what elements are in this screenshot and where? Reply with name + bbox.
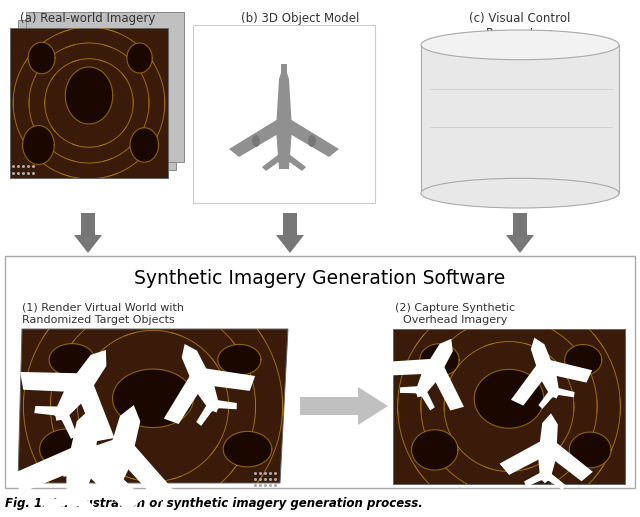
Polygon shape: [300, 397, 358, 415]
Polygon shape: [262, 154, 306, 171]
Text: (1) Render Virtual World with
Randomized Target Objects: (1) Render Virtual World with Randomized…: [22, 303, 184, 325]
Polygon shape: [83, 481, 136, 509]
Polygon shape: [164, 369, 255, 424]
Ellipse shape: [474, 369, 544, 428]
Ellipse shape: [22, 126, 54, 164]
Text: Target size
parameters: Target size parameters: [428, 98, 481, 118]
Polygon shape: [513, 213, 527, 235]
Polygon shape: [43, 493, 102, 517]
Ellipse shape: [127, 43, 152, 73]
Text: Environment
parameters: Environment parameters: [428, 139, 486, 158]
Text: Target color
parameters: Target color parameters: [428, 63, 481, 82]
Ellipse shape: [113, 369, 193, 428]
Polygon shape: [26, 12, 184, 162]
Polygon shape: [74, 235, 102, 253]
Polygon shape: [229, 119, 339, 157]
Polygon shape: [511, 360, 592, 405]
Ellipse shape: [49, 344, 95, 376]
Polygon shape: [10, 28, 168, 178]
Text: Synthetic Imagery Generation Software: Synthetic Imagery Generation Software: [134, 268, 506, 287]
Polygon shape: [20, 372, 115, 441]
Polygon shape: [276, 235, 304, 253]
Polygon shape: [67, 408, 99, 509]
Polygon shape: [81, 213, 95, 235]
Ellipse shape: [65, 67, 113, 124]
Ellipse shape: [421, 30, 619, 59]
Polygon shape: [538, 388, 575, 409]
Polygon shape: [538, 413, 558, 483]
Polygon shape: [196, 400, 237, 426]
Polygon shape: [524, 473, 566, 490]
Ellipse shape: [564, 344, 602, 375]
Text: $\beta^{sc_-}, \beta^{sc_+},$
$\beta^{sa_-}, \beta^{sa_+},$
$\beta^{si_-}, \beta: $\beta^{sc_-}, \beta^{sc_+},$ $\beta^{sa…: [530, 118, 573, 168]
Polygon shape: [506, 235, 534, 253]
Text: $\mu^c, \sigma^c$: $\mu^c, \sigma^c$: [530, 66, 556, 79]
Polygon shape: [104, 405, 140, 496]
Text: (a) Real-world Imagery: (a) Real-world Imagery: [20, 12, 156, 25]
Polygon shape: [415, 339, 452, 397]
Polygon shape: [281, 64, 287, 99]
Text: (b) 3D Object Model: (b) 3D Object Model: [241, 12, 359, 25]
Polygon shape: [182, 344, 220, 413]
Text: $\mu^s, \sigma^s$: $\mu^s, \sigma^s$: [530, 101, 556, 114]
Ellipse shape: [570, 432, 611, 468]
Polygon shape: [18, 20, 176, 170]
Ellipse shape: [420, 344, 459, 376]
Polygon shape: [421, 45, 619, 193]
Text: Fig. 1. An illustration of synthetic imagery generation process.: Fig. 1. An illustration of synthetic ima…: [5, 496, 423, 509]
Polygon shape: [10, 448, 144, 511]
Polygon shape: [400, 386, 435, 410]
Polygon shape: [283, 213, 297, 235]
Polygon shape: [531, 338, 559, 399]
Polygon shape: [18, 329, 288, 483]
Text: (c) Visual Control
Parameters: (c) Visual Control Parameters: [469, 12, 571, 40]
Ellipse shape: [130, 128, 159, 162]
Ellipse shape: [28, 42, 55, 74]
Polygon shape: [386, 359, 464, 410]
Polygon shape: [193, 25, 375, 203]
Ellipse shape: [308, 135, 316, 147]
Ellipse shape: [421, 178, 619, 208]
Polygon shape: [276, 64, 292, 169]
Polygon shape: [54, 439, 175, 502]
Polygon shape: [358, 387, 388, 425]
FancyBboxPatch shape: [5, 256, 635, 488]
Ellipse shape: [223, 431, 272, 467]
Ellipse shape: [218, 344, 261, 375]
Ellipse shape: [412, 430, 458, 470]
Polygon shape: [55, 350, 106, 421]
Ellipse shape: [252, 135, 260, 147]
Polygon shape: [393, 329, 625, 484]
Text: (2) Capture Synthetic
Overhead Imagery: (2) Capture Synthetic Overhead Imagery: [395, 303, 515, 325]
Polygon shape: [35, 406, 77, 439]
Ellipse shape: [40, 429, 93, 469]
Polygon shape: [500, 441, 593, 481]
